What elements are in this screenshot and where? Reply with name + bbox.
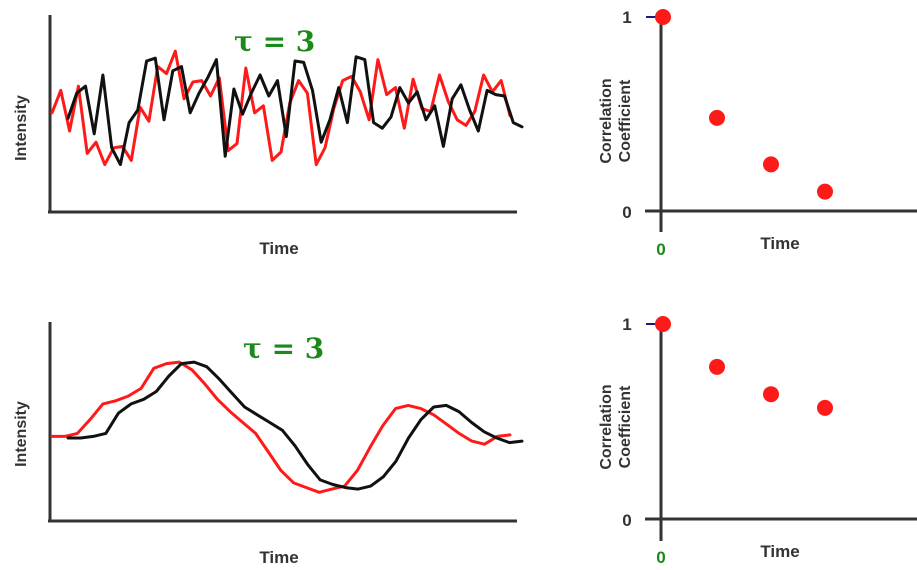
correlation-x-label: Time [760, 542, 799, 561]
correlation-y-label-line2: Coefficient [617, 385, 634, 468]
correlation-plot-top: 1 0 0 Correlation Coefficient Time [598, 8, 917, 259]
correlation-y-label-line2: Coefficient [617, 79, 634, 162]
black-intensity-trace [68, 362, 522, 489]
correlation-y-tick-1: 1 [622, 315, 631, 334]
correlation-dot [709, 359, 725, 375]
correlation-dot [817, 184, 833, 200]
intensity-x-label: Time [259, 548, 298, 567]
intensity-y-label: Intensity [13, 401, 30, 467]
intensity-plot-top: Intensity Time τ = 3 [13, 15, 522, 258]
correlation-y-tick-1: 1 [622, 8, 631, 27]
correlation-dot [655, 9, 671, 25]
correlation-plot-bottom: 1 0 0 Correlation Coefficient Time [598, 315, 917, 567]
correlation-dot [763, 386, 779, 402]
correlation-y-tick-0: 0 [622, 203, 631, 222]
correlation-dot [709, 110, 725, 126]
correlation-x-label: Time [760, 234, 799, 253]
correlation-dot [763, 156, 779, 172]
correlation-y-label-line1: Correlation [598, 384, 615, 469]
tau-label: τ = 3 [234, 25, 315, 58]
tau-label: τ = 3 [243, 332, 324, 365]
correlation-dot [655, 316, 671, 332]
correlation-y-label-line1: Correlation [598, 78, 615, 163]
red-intensity-trace [52, 362, 510, 492]
intensity-y-label: Intensity [13, 95, 30, 161]
correlation-x-origin-label: 0 [656, 548, 665, 567]
correlation-dots [655, 316, 833, 416]
intensity-plot-bottom: Intensity Time τ = 3 [13, 322, 522, 567]
correlation-dot [817, 400, 833, 416]
intensity-x-label: Time [259, 239, 298, 258]
correlation-x-origin-label: 0 [656, 240, 665, 259]
correlation-y-tick-0: 0 [622, 511, 631, 530]
correlation-dots [655, 9, 833, 200]
